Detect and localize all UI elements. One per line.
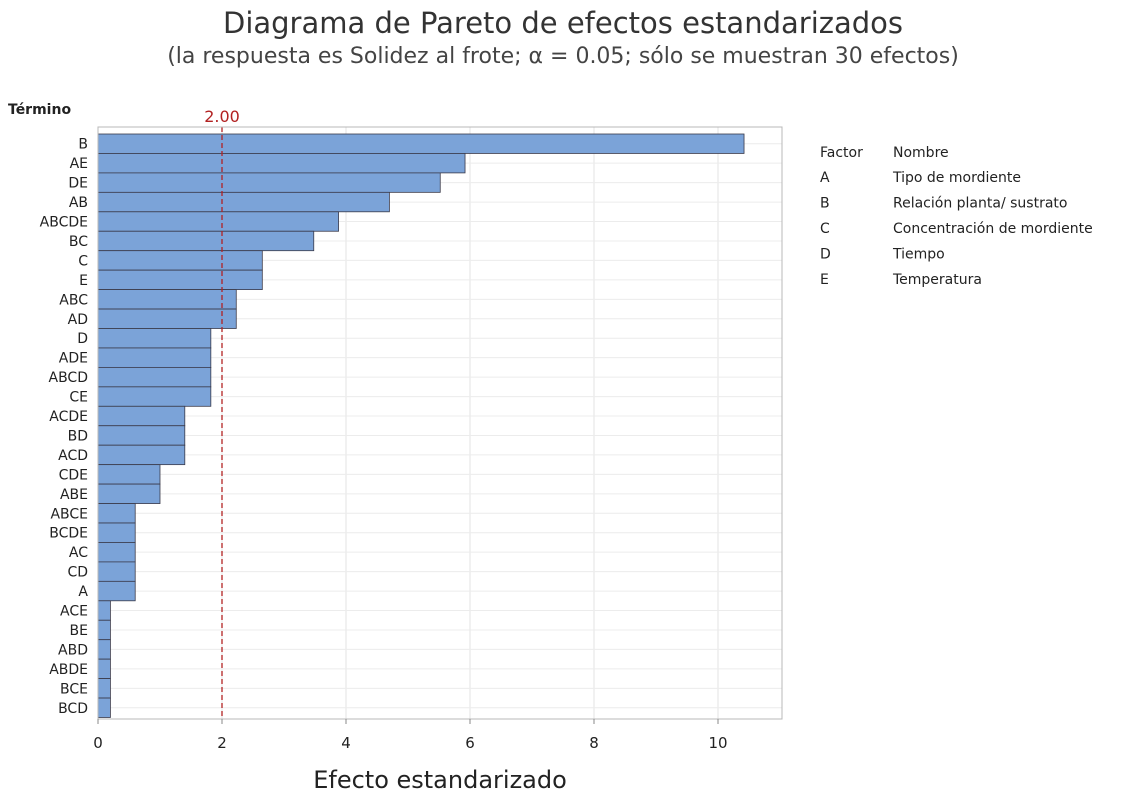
- y-tick-label: ABCD: [49, 370, 89, 386]
- bar-ABCE: [97, 503, 136, 524]
- bar-ABC: [97, 289, 237, 310]
- chart-title: Diagrama de Pareto de efectos estandariz…: [222, 6, 903, 40]
- y-tick-label: BCD: [58, 701, 88, 717]
- y-tick-label: AE: [70, 156, 88, 172]
- y-tick-label: B: [78, 137, 88, 153]
- legend-factor-A: A: [820, 170, 830, 186]
- y-tick-label: ABC: [59, 292, 88, 308]
- legend-header-factor: Factor: [820, 145, 863, 161]
- legend-name-E: Temperatura: [892, 272, 982, 288]
- bar-D: [97, 328, 212, 349]
- bar-ABCD: [97, 366, 212, 388]
- bar-BCDE: [97, 522, 136, 543]
- bar-B: [97, 133, 745, 154]
- y-tick-label: ABDE: [49, 662, 88, 678]
- legend-factor-B: B: [820, 196, 830, 212]
- x-tick-label: 0: [93, 734, 103, 752]
- legend-name-D: Tiempo: [892, 247, 945, 263]
- y-tick-label: ADE: [59, 351, 88, 367]
- bar-ACE: [97, 600, 111, 621]
- y-tick-label: AC: [69, 545, 88, 561]
- y-tick-label: E: [79, 273, 88, 289]
- bar-A: [97, 580, 136, 602]
- x-axis-label: Efecto estandarizado: [313, 766, 567, 794]
- chart-subtitle: (la respuesta es Solidez al frote; α = 0…: [167, 44, 959, 69]
- plot-frame: [97, 126, 783, 720]
- legend-header-name: Nombre: [893, 145, 949, 161]
- bar-ABDE: [97, 658, 111, 680]
- bar-C: [97, 250, 263, 271]
- x-tick-labels: 0 2 4 6 8 10: [93, 719, 728, 752]
- bar-DE: [97, 172, 441, 193]
- legend-factor-C: C: [820, 221, 830, 237]
- y-tick-label: CD: [67, 565, 88, 581]
- y-tick-label: ABCE: [50, 506, 88, 522]
- bar-CE: [97, 386, 212, 407]
- y-tick-label: D: [77, 331, 88, 347]
- bar-BD: [97, 425, 186, 446]
- bar-BE: [97, 619, 111, 641]
- y-tick-label: ACDE: [49, 409, 88, 425]
- legend-name-B: Relación planta/ sustrato: [893, 196, 1067, 212]
- bar-AE: [97, 153, 466, 174]
- y-tick-label: A: [78, 584, 88, 600]
- legend-factor-E: E: [820, 272, 829, 288]
- bars-layer: [97, 133, 745, 718]
- bar-E: [97, 269, 263, 290]
- y-tick-label: ABCDE: [40, 215, 88, 231]
- y-tick-label: BC: [69, 234, 88, 250]
- bar-AD: [97, 308, 237, 329]
- bar-AB: [97, 191, 390, 213]
- bar-ACDE: [97, 405, 186, 427]
- bar-CD: [97, 561, 136, 582]
- bar-ABD: [97, 639, 111, 660]
- y-tick-label: BCE: [60, 681, 88, 697]
- reference-line-layer: 2.00: [204, 107, 240, 719]
- bar-BCE: [97, 678, 111, 699]
- y-tick-labels: BAEDEABABCDEBCCEABCADDADEABCDCEACDEBDACD…: [40, 137, 89, 717]
- y-tick-label: CE: [69, 390, 88, 406]
- bar-CDE: [97, 464, 161, 485]
- y-tick-label: AD: [68, 312, 88, 328]
- y-tick-label: ACD: [58, 448, 88, 464]
- bar-BCD: [97, 697, 111, 718]
- y-tick-label: BD: [68, 428, 88, 444]
- legend-name-A: Tipo de mordiente: [892, 170, 1021, 186]
- y-tick-label: AB: [69, 195, 88, 211]
- y-tick-label: DE: [68, 176, 88, 192]
- y-tick-label: CDE: [59, 467, 88, 483]
- bar-ACD: [97, 444, 186, 466]
- y-tick-label: BCDE: [49, 526, 88, 542]
- y-axis-label: Término: [8, 102, 71, 118]
- y-tick-label: ACE: [60, 604, 88, 620]
- bar-ABCDE: [97, 211, 339, 232]
- x-tick-label: 2: [217, 734, 227, 752]
- legend-factor-D: D: [820, 247, 831, 263]
- reference-line-label: 2.00: [204, 107, 240, 126]
- y-tick-label: ABD: [58, 642, 88, 658]
- x-tick-label: 10: [708, 734, 727, 752]
- bar-AC: [97, 542, 136, 563]
- x-tick-label: 4: [341, 734, 351, 752]
- y-tick-label: C: [78, 253, 88, 269]
- factor-legend: Factor Nombre A Tipo de mordiente B Relación …: [820, 145, 1093, 288]
- y-tick-label: ABE: [60, 487, 88, 503]
- y-tick-label: BE: [70, 623, 88, 639]
- bar-BC: [97, 230, 315, 252]
- bar-ABE: [97, 483, 161, 504]
- bar-ADE: [97, 347, 212, 368]
- x-tick-label: 6: [465, 734, 475, 752]
- x-tick-label: 8: [589, 734, 599, 752]
- legend-name-C: Concentración de mordiente: [893, 221, 1093, 237]
